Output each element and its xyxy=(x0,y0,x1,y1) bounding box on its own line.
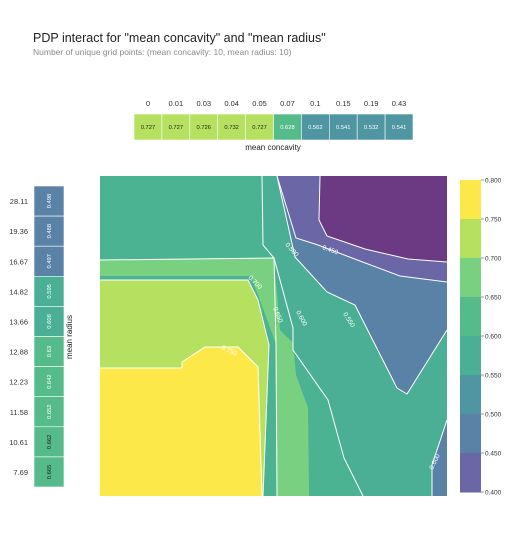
top-marginal-value: 0.628 xyxy=(280,125,295,131)
colorbar-tick-label: 0.800 xyxy=(485,177,502,184)
left-marginal-value: 0.595 xyxy=(47,284,53,299)
contour-line-0500 xyxy=(276,175,448,283)
top-tick-labels: 0 0.01 0.03 0.04 0.05 0.07 0.1 0.15 0.19 0.43 xyxy=(146,99,406,108)
left-marginal-value: 0.642 xyxy=(47,374,53,389)
contour-line-0550 xyxy=(276,175,448,395)
left-marginal-cell xyxy=(33,215,65,247)
colorbar-tick-label: 0.700 xyxy=(485,255,502,262)
top-marginal-value: 0.726 xyxy=(196,125,211,131)
left-marginal-cell xyxy=(33,185,65,217)
x-tick-label: 0 xyxy=(146,99,150,108)
contour-line-0600-right xyxy=(431,419,448,496)
colorbar-tick-label: 0.600 xyxy=(485,333,502,340)
colorbar-band xyxy=(460,336,481,376)
colorbar-tick-label: 0.650 xyxy=(485,294,502,301)
y-tick-label: 11.58 xyxy=(10,408,28,417)
contour-line-0450 xyxy=(318,175,448,263)
top-marginal-cell xyxy=(245,113,274,141)
x-tick-label: 0.05 xyxy=(252,99,267,108)
colorbar-band xyxy=(460,180,481,220)
y-tick-label: 28.11 xyxy=(10,197,28,206)
top-marginal-value: 0.562 xyxy=(308,125,323,131)
x-axis-label: mean concavity xyxy=(245,143,301,152)
left-marginal-cell xyxy=(33,426,65,458)
left-marginal-value: 0.652 xyxy=(47,404,53,419)
contour-plot: 0.450 0.500 0.550 0.600 0.650 0.700 0.75… xyxy=(99,175,448,497)
x-tick-label: 0.01 xyxy=(169,99,184,108)
x-tick-label: 0.15 xyxy=(336,99,351,108)
colorbar-tick-label: 0.750 xyxy=(485,216,502,223)
colorbar-band xyxy=(460,453,481,493)
top-marginal-cell xyxy=(161,113,191,141)
colorbar-band xyxy=(460,375,481,415)
x-tick-label: 0.07 xyxy=(280,99,295,108)
left-marginal-cell xyxy=(33,366,65,398)
left-tick-labels: 28.11 19.36 16.67 14.82 13.66 12.88 12.23 11.58… xyxy=(9,197,28,477)
chart-title: PDP interact for "mean concavity" and "m… xyxy=(33,31,326,45)
top-marginal-value: 0.727 xyxy=(252,125,267,131)
top-marginal-value: 0.541 xyxy=(392,125,407,131)
left-marginal-value: 0.497 xyxy=(47,254,53,269)
top-marginal-cell xyxy=(384,113,414,141)
left-marginal-value: 0.662 xyxy=(47,435,53,450)
colorbar-tick-label: 0.400 xyxy=(485,489,502,496)
y-axis-label: mean radius xyxy=(65,315,74,359)
contour-line-0750 xyxy=(100,346,263,497)
contour-line-0600 xyxy=(261,175,364,497)
colorbar: 0.400 0.450 0.500 0.550 0.600 0.650 0.700 0.750… xyxy=(460,177,502,496)
top-marginal-cell xyxy=(356,113,386,141)
left-marginal-value: 0.488 xyxy=(47,224,53,239)
top-marginal-cell xyxy=(328,113,358,141)
colorbar-tick-label: 0.550 xyxy=(485,372,502,379)
top-marginal-strip: 0.727 0.727 0.726 0.732 0.727 0.628 0.562 0.541… xyxy=(133,113,414,141)
region-0450 xyxy=(319,176,447,262)
x-tick-label: 0.43 xyxy=(392,99,407,108)
x-tick-label: 0.19 xyxy=(364,99,379,108)
y-tick-label: 12.23 xyxy=(9,378,28,387)
left-marginal-value: 0.63 xyxy=(47,346,53,357)
left-marginal-strip: 0.498 0.488 0.497 0.595 0.608 0.63 0.642 0.652 0… xyxy=(33,185,65,488)
colorbar-band xyxy=(460,297,481,337)
colorbar-tick-label: 0.500 xyxy=(485,411,502,418)
y-tick-label: 10.61 xyxy=(9,438,28,447)
x-tick-label: 0.03 xyxy=(196,99,211,108)
colorbar-band xyxy=(460,414,481,454)
left-marginal-value: 0.608 xyxy=(47,314,53,329)
left-marginal-cell xyxy=(33,396,65,428)
top-marginal-cell xyxy=(273,113,302,141)
y-tick-label: 16.67 xyxy=(9,257,28,266)
contour-line-0650 xyxy=(99,257,278,497)
colorbar-band xyxy=(460,258,481,298)
top-marginal-value: 0.727 xyxy=(141,125,156,131)
y-tick-label: 7.69 xyxy=(13,468,28,477)
chart-subtitle: Number of unique grid points: (mean conc… xyxy=(33,47,292,57)
y-tick-label: 19.36 xyxy=(9,227,28,236)
y-tick-label: 14.82 xyxy=(9,287,28,296)
top-marginal-cell xyxy=(301,113,330,141)
region-0650 xyxy=(100,258,309,496)
colorbar-tick-label: 0.450 xyxy=(485,450,502,457)
x-tick-label: 0.04 xyxy=(224,99,239,108)
left-marginal-cell xyxy=(33,336,65,367)
top-marginal-value: 0.732 xyxy=(224,125,239,131)
x-tick-label: 0.1 xyxy=(310,99,320,108)
region-0750 xyxy=(100,347,262,496)
top-marginal-cell xyxy=(133,113,163,141)
left-marginal-cell xyxy=(33,275,65,307)
top-marginal-value: 0.727 xyxy=(169,125,184,131)
y-tick-label: 12.88 xyxy=(9,348,28,357)
contour-line-0700 xyxy=(100,279,270,497)
left-marginal-value: 0.665 xyxy=(47,465,53,480)
top-marginal-value: 0.541 xyxy=(336,125,351,131)
top-marginal-value: 0.532 xyxy=(364,125,379,131)
left-marginal-cell xyxy=(33,456,65,488)
top-marginal-cell xyxy=(189,113,219,141)
colorbar-band xyxy=(460,219,481,259)
left-marginal-value: 0.498 xyxy=(47,194,53,209)
y-tick-label: 13.66 xyxy=(9,317,28,326)
